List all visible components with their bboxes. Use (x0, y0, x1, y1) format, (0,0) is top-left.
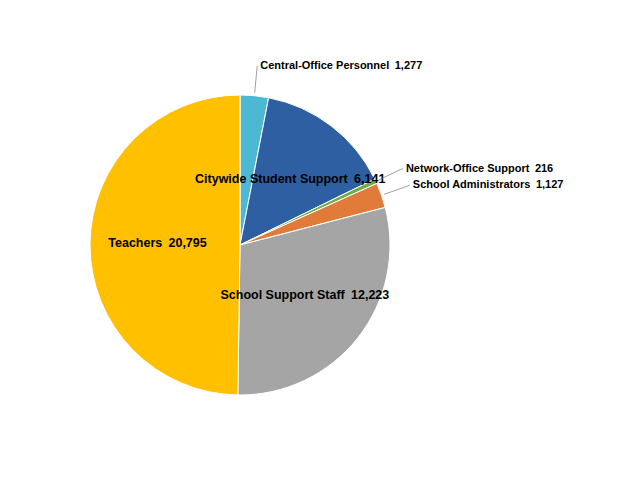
labels: Central-Office Personnel 1,277 Citywide St… (108, 59, 563, 303)
slice-label: Citywide Student Support6,141 (195, 172, 385, 186)
value-label: 20,795 (168, 237, 206, 251)
slice-label: Network-Office Support 216 (406, 161, 553, 173)
category-label: Network-Office Support (406, 161, 530, 173)
slice (90, 95, 240, 395)
slice-label: School Administrators 1,127 (413, 178, 564, 190)
leader-line (378, 169, 402, 180)
slice-label: School Support Staff 12,223 (220, 288, 389, 302)
value-label: 12,223 (351, 288, 389, 302)
value-label: 216 (535, 161, 553, 173)
category-label: School Support Staff (220, 288, 345, 302)
chart: Central-Office Personnel 1,277 Citywide St… (0, 0, 617, 480)
category-label: Teachers (108, 237, 162, 251)
slice-label: Central-Office Personnel 1,277 (260, 59, 422, 71)
leader-line (255, 66, 258, 93)
slice-label: Teachers 20,795 (108, 237, 206, 251)
category-label: Citywide Student Support (195, 172, 349, 186)
value-label: 1,127 (536, 178, 564, 190)
leader-line (384, 185, 409, 194)
slices (90, 95, 390, 395)
category-label: Central-Office Personnel (260, 59, 389, 71)
category-label: School Administrators (413, 178, 531, 190)
value-label: 1,277 (395, 59, 423, 71)
